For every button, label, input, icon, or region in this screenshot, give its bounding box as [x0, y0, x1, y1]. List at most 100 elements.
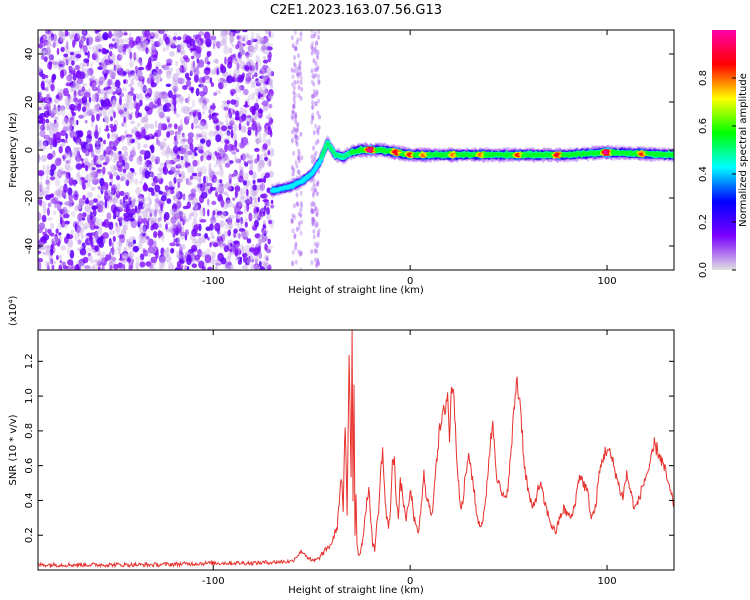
noise-speckle [239, 107, 244, 115]
noise-speckle [265, 256, 269, 262]
colorbar-tick-label: 0.6 [698, 118, 709, 134]
noise-speckle [208, 168, 213, 176]
noise-speckle [100, 99, 104, 108]
noise-speckle [91, 237, 99, 244]
spectrogram-y-label: Frequency (Hz) [8, 112, 19, 188]
noise-speckle [89, 171, 96, 179]
noise-speckle [53, 210, 57, 216]
noise-speckle [244, 244, 251, 255]
noise-speckle [207, 149, 211, 153]
noise-speckle [41, 190, 48, 196]
noise-speckle [240, 243, 244, 252]
noise-speckle [110, 164, 116, 173]
noise-speckle [116, 64, 122, 71]
noise-speckle [84, 119, 88, 124]
noise-speckle [159, 256, 166, 264]
noise-speckle [90, 186, 96, 192]
noise-speckle [227, 264, 234, 270]
noise-speckle [91, 86, 98, 92]
noise-speckle [168, 262, 174, 270]
noise-speckle [137, 142, 141, 150]
noise-speckle [78, 40, 83, 49]
noise-speckle [167, 90, 173, 99]
noise-speckle [112, 171, 119, 177]
noise-speckle [238, 232, 241, 239]
noise-speckle [164, 211, 170, 221]
noise-speckle [173, 32, 178, 37]
noise-speckle [74, 133, 78, 138]
noise-speckle [202, 103, 208, 111]
noise-speckle [101, 185, 106, 192]
noise-speckle [186, 150, 194, 156]
noise-speckle [187, 133, 194, 139]
noise-speckle [190, 55, 195, 60]
noise-speckle [46, 126, 51, 131]
noise-speckle [119, 96, 122, 106]
noise-speckle [254, 258, 258, 264]
noise-speckle [212, 115, 218, 121]
noise-speckle [155, 91, 161, 96]
noise-speckle [240, 125, 247, 133]
noise-speckle [53, 236, 59, 244]
noise-speckle [290, 129, 294, 135]
noise-speckle [263, 229, 267, 237]
noise-speckle [77, 170, 80, 177]
noise-speckle [47, 217, 53, 221]
noise-speckle [165, 228, 172, 233]
noise-speckle [171, 94, 177, 100]
noise-speckle [127, 101, 134, 110]
noise-speckle [171, 203, 178, 213]
noise-speckle [67, 199, 73, 208]
noise-speckle [39, 90, 42, 99]
noise-speckle [297, 85, 301, 91]
noise-speckle [202, 86, 208, 93]
noise-speckle [299, 201, 303, 206]
noise-speckle [159, 111, 165, 118]
noise-speckle [256, 79, 263, 87]
noise-speckle [239, 43, 244, 52]
y-tick-label: -40 [24, 238, 35, 254]
snr-x-ticks: -100 0 100 [202, 330, 617, 587]
noise-speckle [268, 79, 273, 86]
noise-speckle [222, 211, 229, 217]
noise-speckle [139, 166, 143, 176]
noise-speckle [123, 30, 127, 34]
noise-speckle [118, 43, 122, 51]
noise-speckle [79, 220, 84, 226]
y-tick-label: 20 [24, 96, 35, 109]
noise-speckle [254, 43, 259, 51]
noise-speckle [155, 66, 159, 70]
noise-speckle [82, 30, 86, 35]
noise-speckle [55, 188, 61, 197]
snr-y-scale-label: (x10⁴) [8, 295, 19, 326]
noise-speckle [215, 124, 220, 131]
noise-speckle [311, 41, 315, 47]
noise-speckle [50, 163, 57, 172]
noise-speckle [259, 86, 263, 93]
noise-speckle [115, 87, 121, 94]
noise-speckle [297, 225, 301, 231]
noise-speckle [89, 199, 94, 204]
noise-speckle [261, 43, 265, 48]
noise-speckle [293, 55, 296, 61]
noise-speckle [290, 138, 294, 144]
noise-speckle [110, 100, 116, 109]
noise-speckle [224, 132, 231, 136]
noise-speckle [58, 146, 63, 154]
noise-speckle [66, 265, 72, 270]
noise-speckle [48, 54, 53, 60]
noise-speckle [159, 144, 164, 151]
noise-speckle [204, 233, 209, 239]
noise-speckle [194, 125, 200, 129]
noise-speckle [95, 164, 103, 168]
noise-speckle [257, 245, 261, 253]
noise-speckle [53, 119, 57, 125]
noise-speckle [294, 138, 298, 144]
noise-speckle [311, 46, 315, 52]
noise-speckle [145, 207, 152, 213]
noise-speckle [234, 57, 238, 62]
noise-speckle [73, 89, 77, 98]
noise-speckle [129, 236, 136, 241]
noise-speckle [219, 220, 225, 228]
noise-speckle [223, 263, 229, 270]
